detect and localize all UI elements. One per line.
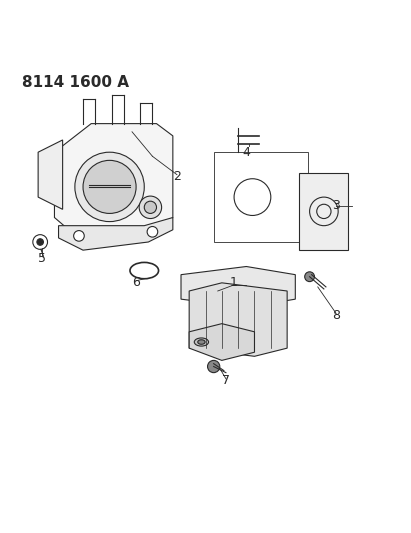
Polygon shape [181, 266, 296, 308]
Polygon shape [55, 124, 173, 242]
Ellipse shape [194, 338, 208, 346]
Ellipse shape [139, 196, 162, 219]
Ellipse shape [144, 201, 157, 213]
Ellipse shape [198, 340, 205, 344]
Polygon shape [189, 283, 287, 356]
Text: 8114 1600 A: 8114 1600 A [22, 75, 129, 90]
Text: 1: 1 [230, 276, 238, 289]
Text: 3: 3 [332, 199, 340, 212]
Circle shape [305, 272, 314, 281]
Circle shape [208, 360, 220, 373]
Polygon shape [189, 324, 254, 360]
Polygon shape [38, 140, 62, 209]
Text: 4: 4 [242, 146, 250, 159]
Circle shape [147, 227, 158, 237]
Ellipse shape [75, 152, 144, 222]
Text: 7: 7 [222, 374, 230, 387]
Text: 8: 8 [332, 309, 340, 322]
Circle shape [37, 239, 44, 245]
Text: 2: 2 [173, 170, 181, 183]
Text: 5: 5 [38, 252, 46, 265]
Ellipse shape [83, 160, 136, 213]
Text: 6: 6 [132, 276, 140, 289]
Polygon shape [58, 217, 173, 250]
Circle shape [74, 231, 84, 241]
Polygon shape [299, 173, 349, 250]
